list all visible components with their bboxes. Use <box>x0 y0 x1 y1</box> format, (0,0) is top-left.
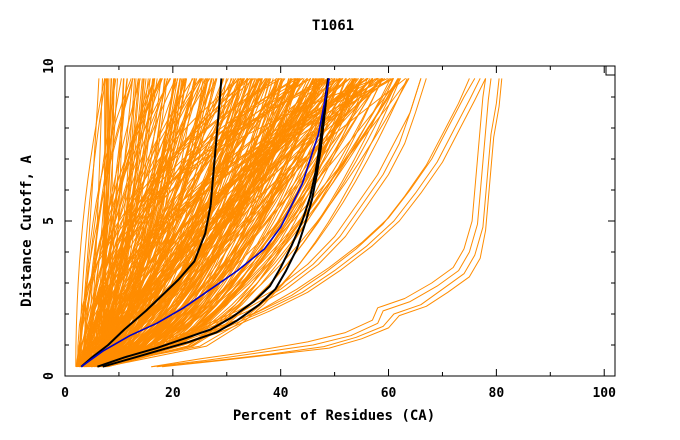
model-curve <box>104 78 315 368</box>
series-line-black <box>97 78 330 368</box>
model-curve <box>83 78 290 368</box>
model-curve <box>94 78 302 368</box>
series-line-orange <box>151 78 487 368</box>
model-curve <box>97 78 346 368</box>
model-curve <box>93 78 204 368</box>
model-curve <box>95 78 296 368</box>
model-curve <box>90 77 298 367</box>
model-curve <box>101 77 395 367</box>
model-curve <box>79 78 281 368</box>
corner-mark <box>605 65 616 76</box>
x-tick-label: 100 <box>592 386 616 401</box>
model-curve <box>78 78 117 367</box>
series-layer <box>80 78 503 368</box>
model-curve <box>99 78 168 367</box>
model-curve <box>104 78 384 368</box>
model-curve <box>92 78 322 368</box>
series-line-orange <box>162 78 503 368</box>
x-tick-label: 0 <box>61 386 69 401</box>
model-curve <box>94 78 274 368</box>
model-curve <box>97 78 194 367</box>
x-tick-label: 20 <box>165 386 181 401</box>
model-curve <box>106 78 175 367</box>
model-curve <box>106 77 308 367</box>
model-curve <box>85 78 260 368</box>
x-axis-label: Percent of Residues (CA) <box>233 408 435 424</box>
series-line-orange <box>86 78 422 368</box>
model-curve <box>80 78 292 368</box>
series-line-orange <box>156 78 500 368</box>
series-line-orange <box>102 78 487 368</box>
model-curve <box>84 78 132 367</box>
model-curve <box>91 78 336 368</box>
series-line-black <box>80 78 223 368</box>
model-curve <box>94 78 351 367</box>
model-curve <box>101 78 245 367</box>
x-tick-label: 60 <box>381 386 397 401</box>
model-curve <box>78 78 293 368</box>
y-tick-label: 10 <box>42 58 57 74</box>
y-tick-label: 5 <box>42 217 57 225</box>
model-curve <box>79 78 107 367</box>
series-line-blue <box>80 78 330 368</box>
series-line-black <box>102 78 330 368</box>
model-curve <box>96 78 188 368</box>
model-curve <box>86 78 329 368</box>
y-axis-label: Distance Cutoff, A <box>19 155 35 307</box>
model-curve <box>91 78 408 368</box>
model-curve <box>107 78 400 368</box>
series-line-orange <box>91 78 476 368</box>
chart-title: T1061 <box>312 18 354 34</box>
model-curve <box>84 77 304 367</box>
model-curve <box>87 78 249 368</box>
model-curve <box>100 77 282 367</box>
model-curve <box>76 78 259 367</box>
model-curve <box>100 78 318 368</box>
x-tick-label: 40 <box>273 386 289 401</box>
model-curve <box>75 78 156 367</box>
model-curve <box>99 78 371 368</box>
bundle-layer <box>75 77 410 368</box>
series-line-orange <box>151 78 492 368</box>
series-line-orange <box>86 78 422 368</box>
model-curve <box>98 78 394 368</box>
model-curve <box>75 78 106 367</box>
model-curve <box>87 78 318 367</box>
model-curve <box>102 78 107 367</box>
model-curve <box>100 78 400 368</box>
model-curve <box>81 78 196 368</box>
x-tick-label: 80 <box>489 386 505 401</box>
model-curve <box>100 78 181 368</box>
series-line-orange <box>91 78 427 368</box>
model-curve <box>76 78 217 367</box>
ticks-layer: 0 20 40 60 80 100 0 5 10 <box>42 58 616 401</box>
model-curve <box>102 78 145 367</box>
y-tick-label: 0 <box>42 372 57 380</box>
model-curve <box>99 78 299 368</box>
model-curve <box>85 78 402 368</box>
model-curve <box>92 78 239 367</box>
model-curve <box>100 78 124 367</box>
model-curve <box>84 78 211 367</box>
model-curve <box>103 78 166 367</box>
model-curve <box>88 77 312 367</box>
model-curve <box>90 78 342 368</box>
model-curve <box>105 78 354 368</box>
model-curve <box>89 78 134 367</box>
model-curve <box>92 78 115 367</box>
model-curve <box>76 78 299 368</box>
